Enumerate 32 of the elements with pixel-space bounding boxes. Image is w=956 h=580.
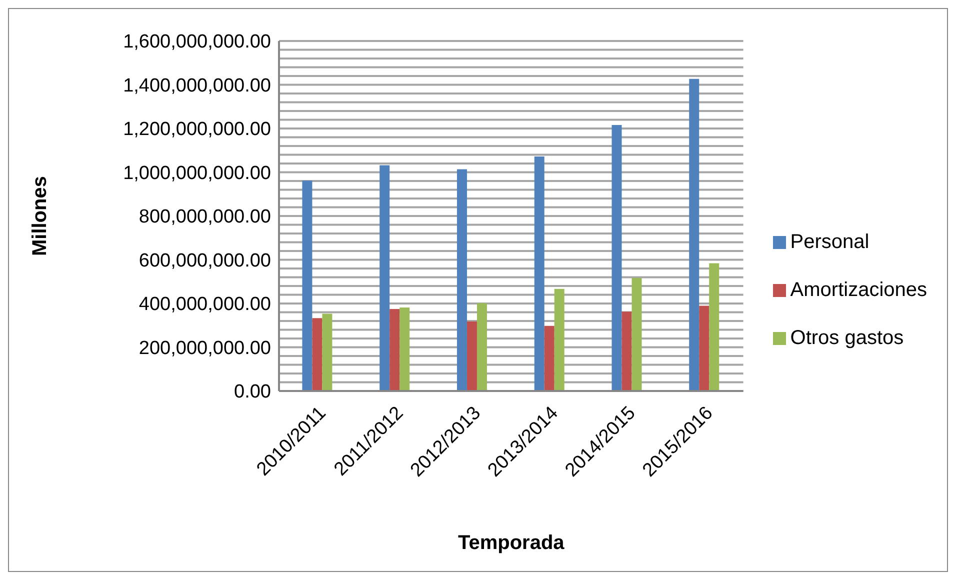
bar [622,312,632,391]
bar [554,288,564,391]
bar [400,307,410,391]
bar [544,326,554,391]
bar [699,306,710,391]
bar [302,180,312,391]
y-tick-label: 1,000,000,000.00 [123,162,271,184]
y-tick-label: 1,600,000,000.00 [123,32,271,53]
bar [380,165,390,391]
y-axis-title: Millones [29,176,52,256]
y-tick-label: 200,000,000.00 [138,338,271,359]
bar [612,125,622,391]
bar [390,308,400,391]
bar [689,78,700,391]
bar [534,156,544,391]
legend-label: Otros gastos [790,327,904,349]
y-tick-label: 0.00 [234,382,271,403]
legend-label: Personal [790,231,870,253]
y-tick-label: 1,400,000,000.00 [123,75,271,96]
bar [709,263,720,391]
bar [312,318,322,391]
x-axis-title: Temporada [458,532,566,554]
legend-label: Amortizaciones [790,279,927,301]
y-tick-label: 400,000,000.00 [138,294,271,316]
y-tick-label: 600,000,000.00 [138,250,271,272]
bar [632,278,642,391]
bar [456,169,467,391]
y-tick-label: 1,200,000,000.00 [123,119,271,140]
bar [322,314,332,391]
bar [466,321,477,391]
y-tick-label: 800,000,000.00 [138,206,271,228]
bar [476,303,487,391]
